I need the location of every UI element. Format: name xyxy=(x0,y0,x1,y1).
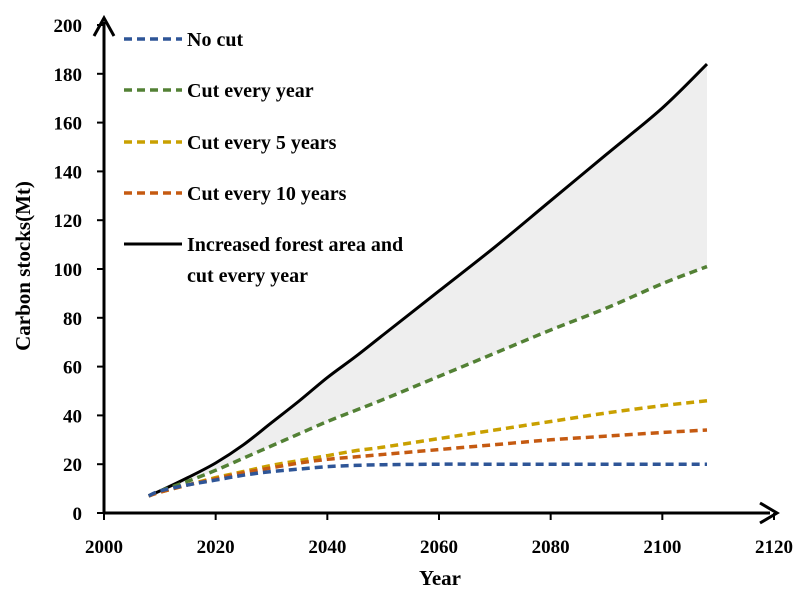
y-tick-label: 180 xyxy=(54,65,83,86)
x-tick-label: 2080 xyxy=(532,537,570,558)
series-line-cut-every-5-years xyxy=(148,399,708,498)
legend-label: Cut every 5 years xyxy=(187,132,337,154)
x-tick-label: 2060 xyxy=(420,537,458,558)
x-axis-arrow xyxy=(759,501,780,525)
x-tick-label: 2120 xyxy=(755,537,793,558)
y-tick-label: 20 xyxy=(63,455,82,476)
y-tick-label: 140 xyxy=(54,162,83,183)
shaded-region xyxy=(148,64,707,496)
y-tick-label: 0 xyxy=(73,504,83,525)
y-tick-label: 120 xyxy=(54,211,83,232)
y-tick-label: 160 xyxy=(54,114,83,135)
y-axis-arrow xyxy=(92,14,116,37)
legend-label: Increased forest area and xyxy=(187,234,403,256)
x-tick-label: 2040 xyxy=(308,537,346,558)
series-line-increased-forest-area-and-cut-every-year xyxy=(148,62,709,498)
x-tick-label: 2020 xyxy=(197,537,235,558)
y-tick-label: 100 xyxy=(54,260,83,281)
x-tick-label: 2000 xyxy=(85,537,123,558)
legend-label: Cut every 10 years xyxy=(187,183,347,205)
legend-label: No cut xyxy=(187,29,243,51)
y-tick-label: 60 xyxy=(63,358,82,379)
x-tick-label: 2100 xyxy=(643,537,681,558)
y-tick-label: 200 xyxy=(54,16,83,37)
legend-label: cut every year xyxy=(187,265,308,287)
series-line-no-cut xyxy=(147,462,707,498)
y-tick-label: 40 xyxy=(63,406,82,427)
x-axis-title: Year xyxy=(419,566,461,590)
y-tick-label: 80 xyxy=(63,309,82,330)
y-axis-title: Carbon stocks(Mt) xyxy=(11,181,35,351)
series-line-cut-every-year xyxy=(147,264,708,498)
legend-label: Cut every year xyxy=(187,80,314,102)
